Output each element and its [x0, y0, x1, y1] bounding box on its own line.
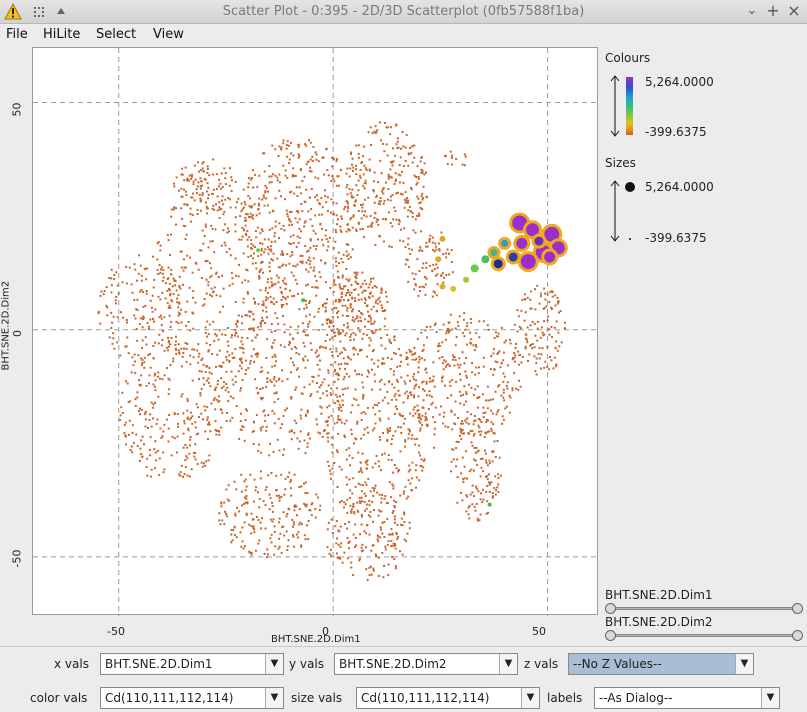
- y-tick-label: 50: [10, 102, 24, 117]
- menu-view[interactable]: View: [153, 27, 184, 42]
- z-vals-label: z vals: [524, 657, 559, 671]
- colours-min-value: -399.6375: [645, 125, 707, 139]
- y-tick-label: 0: [11, 330, 24, 337]
- scatter-point: [481, 255, 490, 264]
- x-tick-label: 0: [322, 625, 329, 638]
- colour-gradient-bar: [610, 75, 633, 137]
- scatter-point: [439, 235, 446, 242]
- colours-legend-title: Colours: [605, 51, 651, 65]
- x-axis-label: BHT.SNE.2D.Dim1: [271, 634, 361, 645]
- scatter-point: [487, 502, 492, 507]
- color-vals-value: Cd(110,111,112,114): [105, 691, 234, 705]
- y-vals-value: BHT.SNE.2D.Dim2: [339, 657, 447, 671]
- labels-dropdown[interactable]: --As Dialog-- ▼: [594, 687, 780, 709]
- data-point-cloud: [97, 121, 566, 581]
- x-vals-label: x vals: [54, 657, 89, 671]
- scatter-point: [435, 256, 442, 263]
- y-range-slider-low-handle[interactable]: [605, 630, 616, 641]
- size-vals-dropdown[interactable]: Cd(110,111,112,114) ▼: [356, 687, 540, 709]
- x-tick-label: 50: [532, 625, 546, 638]
- scatter-point: [487, 245, 501, 259]
- y-range-slider-label: BHT.SNE.2D.Dim2: [605, 615, 713, 629]
- sizes-min-value: -399.6375: [645, 231, 707, 245]
- scatter-plot-area[interactable]: [32, 47, 599, 616]
- labels-value: --As Dialog--: [599, 691, 673, 705]
- scatter-point: [439, 283, 446, 290]
- scatter-point: [450, 285, 457, 292]
- z-vals-value: --No Z Values--: [573, 657, 662, 671]
- y-vals-dropdown[interactable]: BHT.SNE.2D.Dim2 ▼: [334, 653, 518, 675]
- scatter-point: [505, 249, 521, 265]
- scatter-point: [498, 236, 512, 250]
- menu-file[interactable]: File: [6, 27, 28, 42]
- chevron-down-icon[interactable]: ▼: [735, 654, 753, 674]
- pin-icon[interactable]: [33, 6, 45, 18]
- scatter-plot-svg[interactable]: [33, 48, 599, 616]
- menu-hilite[interactable]: HiLite: [43, 27, 81, 42]
- warning-triangle-icon: [4, 3, 22, 20]
- x-vals-dropdown[interactable]: BHT.SNE.2D.Dim1 ▼: [100, 653, 284, 675]
- chevron-down-icon[interactable]: ▼: [761, 688, 779, 708]
- x-tick-label: -50: [107, 625, 125, 638]
- menu-bar: File HiLite Select View: [0, 24, 807, 46]
- minimize-icon[interactable]: ⌄: [746, 3, 758, 18]
- y-vals-label: y vals: [289, 657, 324, 671]
- scatter-point: [517, 251, 539, 273]
- y-range-slider[interactable]: [608, 634, 798, 637]
- close-icon[interactable]: ×: [787, 1, 801, 20]
- scatter-point: [301, 298, 306, 303]
- color-vals-label: color vals: [30, 691, 88, 705]
- scatter-point: [463, 276, 470, 283]
- x-vals-value: BHT.SNE.2D.Dim1: [105, 657, 213, 671]
- colours-max-value: 5,264.0000: [645, 75, 714, 89]
- collapse-icon[interactable]: [56, 7, 66, 15]
- chevron-down-icon[interactable]: ▼: [265, 654, 283, 674]
- chevron-down-icon[interactable]: ▼: [499, 654, 517, 674]
- y-tick-label: -50: [10, 549, 24, 568]
- x-range-slider-low-handle[interactable]: [605, 603, 616, 614]
- menu-select[interactable]: Select: [96, 27, 137, 42]
- z-vals-dropdown[interactable]: --No Z Values-- ▼: [568, 653, 754, 675]
- x-range-slider-high-handle[interactable]: [792, 603, 803, 614]
- size-vals-label: size vals: [291, 691, 343, 705]
- chevron-down-icon[interactable]: ▼: [265, 688, 283, 708]
- axis-controls-panel: x vals BHT.SNE.2D.Dim1 ▼ y vals BHT.SNE.…: [0, 646, 807, 712]
- scatter-point: [470, 264, 479, 273]
- x-range-slider-label: BHT.SNE.2D.Dim1: [605, 588, 713, 602]
- color-vals-dropdown[interactable]: Cd(110,111,112,114) ▼: [100, 687, 284, 709]
- sizes-max-value: 5,264.0000: [645, 180, 714, 194]
- maximize-icon[interactable]: +: [766, 1, 780, 20]
- sizes-legend-title: Sizes: [605, 156, 636, 170]
- scatter-point: [531, 233, 547, 249]
- scatter-point: [490, 256, 506, 272]
- labels-label: labels: [547, 691, 583, 705]
- x-range-slider[interactable]: [608, 607, 798, 610]
- window-title: Scatter Plot - 0:395 - 2D/3D Scatterplot…: [222, 4, 585, 19]
- chevron-down-icon[interactable]: ▼: [521, 688, 539, 708]
- scatter-point: [256, 248, 261, 253]
- scatter-point: [541, 248, 559, 266]
- size-legend-scale: [610, 180, 635, 242]
- size-vals-value: Cd(110,111,112,114): [361, 691, 490, 705]
- y-axis-label: BHT.SNE.2D.Dim2: [0, 280, 12, 371]
- title-bar: Scatter Plot - 0:395 - 2D/3D Scatterplot…: [0, 0, 807, 24]
- scatter-point: [513, 234, 531, 252]
- y-range-slider-high-handle[interactable]: [792, 630, 803, 641]
